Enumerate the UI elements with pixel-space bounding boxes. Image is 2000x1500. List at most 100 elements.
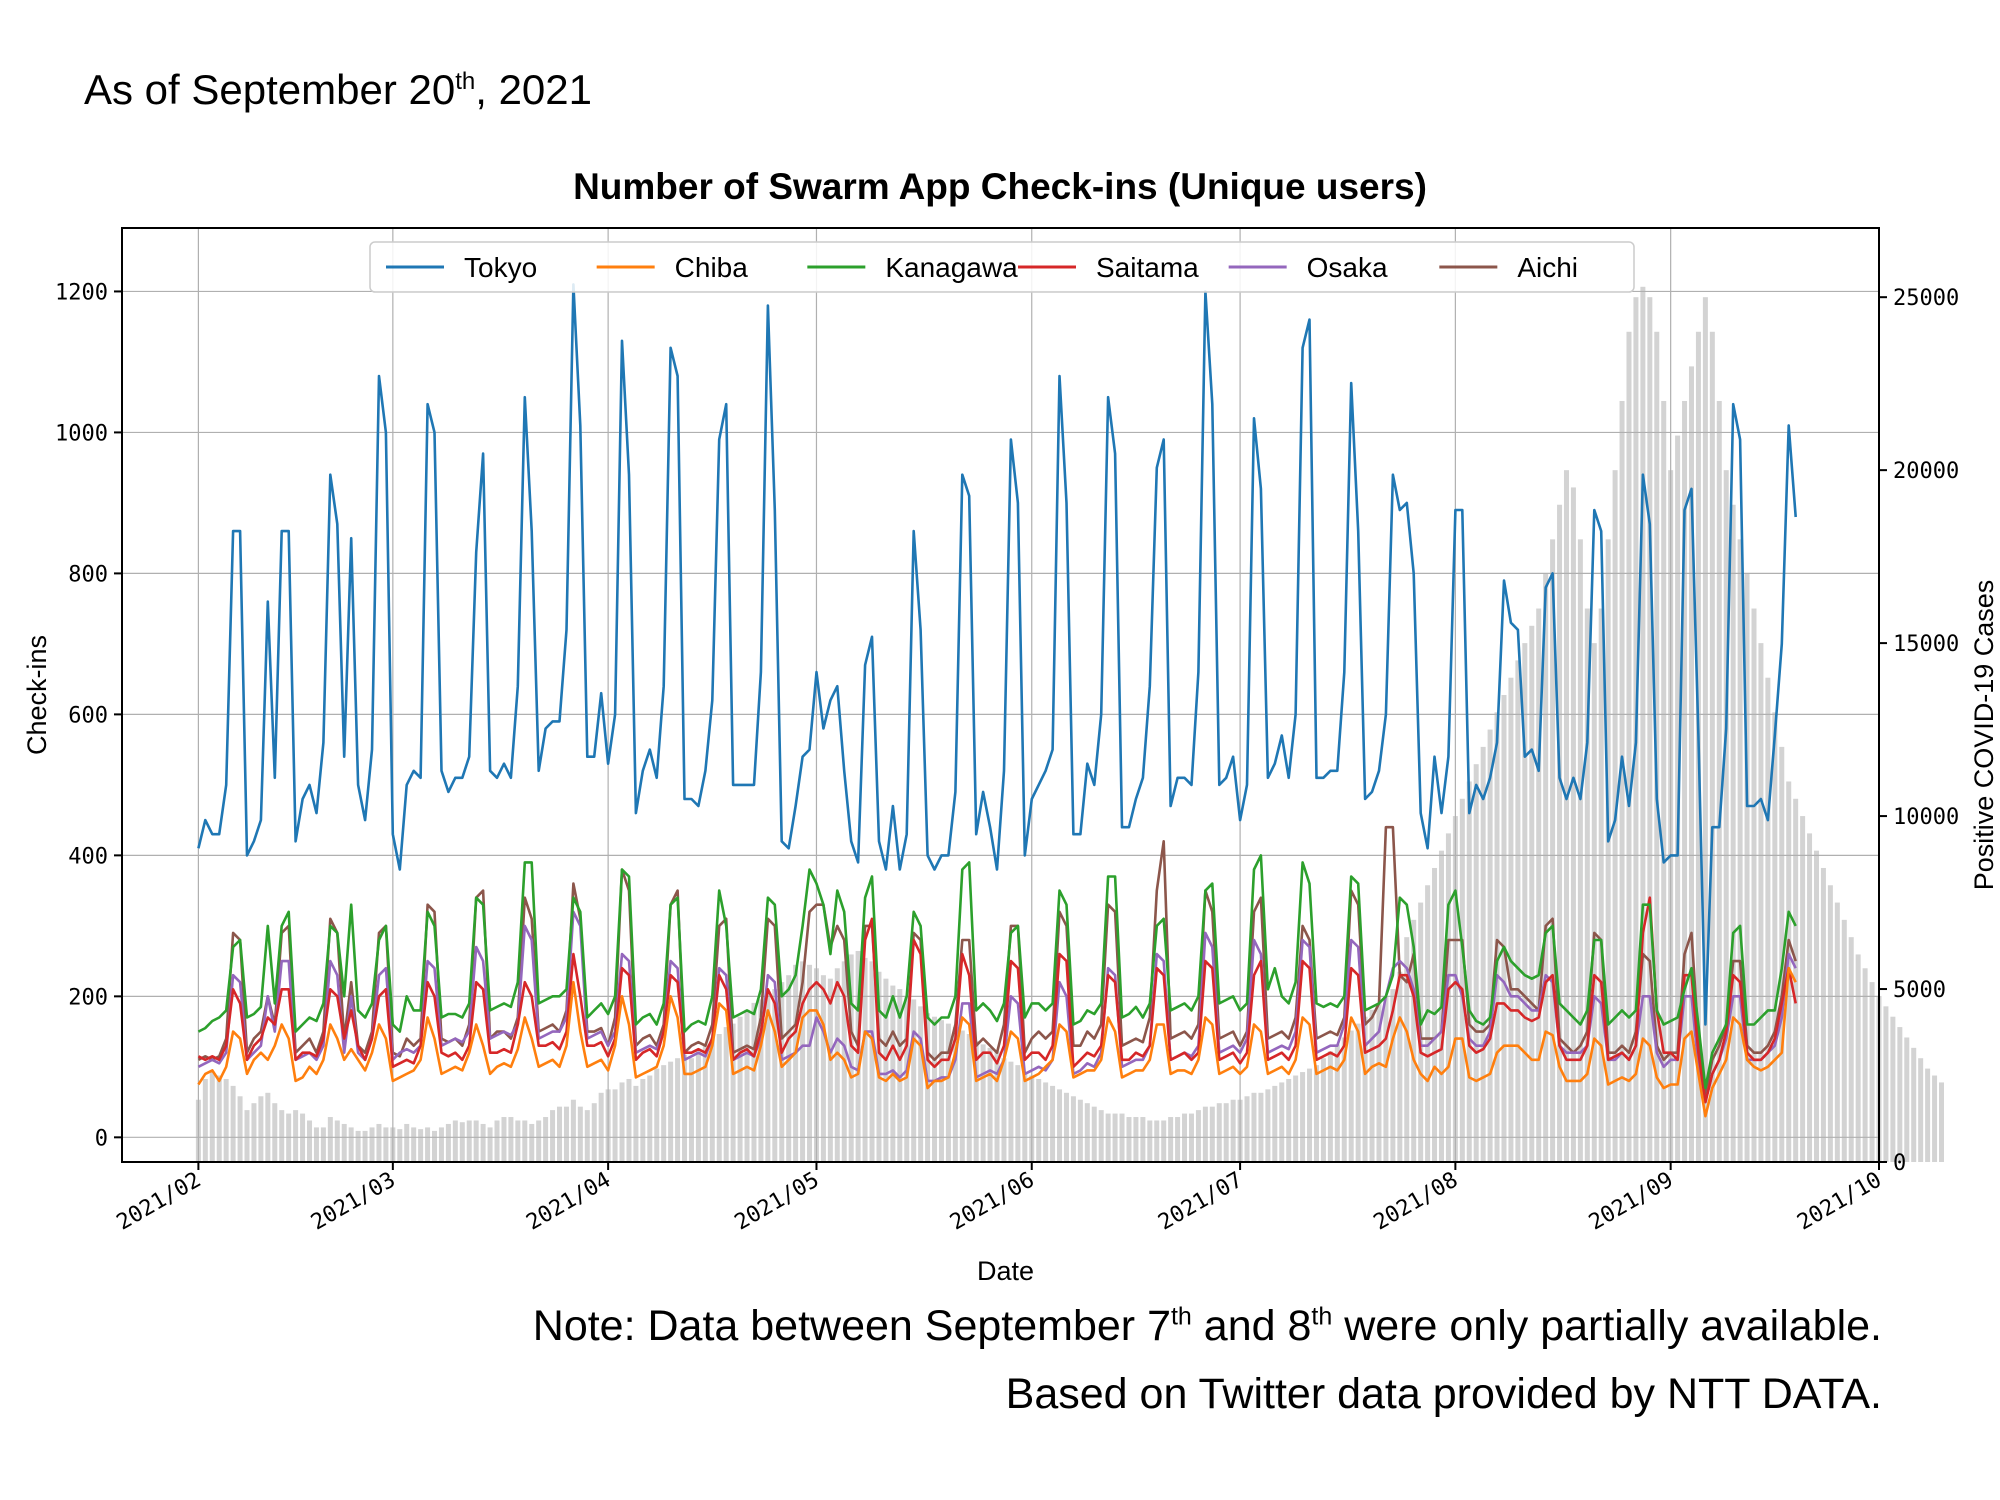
y-tick-label: 0 [95,1126,108,1151]
cases-bar [1397,971,1403,1162]
cases-bar [855,950,861,1162]
cases-bar [786,975,792,1162]
cases-bar [202,1078,208,1162]
cases-bar [494,1120,500,1162]
y2-tick-label: 15000 [1893,632,1959,657]
cases-bar [452,1120,458,1162]
cases-bar [897,989,903,1162]
cases-bar [1411,919,1417,1162]
cases-bar [1258,1092,1264,1162]
cases-bar [307,1120,313,1162]
cases-bar [1286,1078,1292,1162]
cases-bar [730,1023,736,1162]
cases-bar [1536,608,1542,1162]
cases-bar [1487,729,1493,1162]
cases-bar [1307,1068,1313,1162]
cases-bar [626,1078,632,1162]
series-line-saitama [197,896,1797,1104]
cases-bar [702,1044,708,1162]
y2-tick-label: 20000 [1893,459,1959,484]
cases-bar [668,1061,674,1162]
cases-bar [1709,331,1715,1162]
cases-bar [404,1123,410,1162]
cases-bar [1848,937,1854,1162]
partial-data-note: Note: Data between September 7th and 8th… [532,1302,1882,1350]
cases-bar [938,1020,944,1162]
cases-bar [765,992,771,1162]
cases-bar [334,1120,340,1162]
cases-bar [1522,643,1528,1162]
legend-label-kanagawa: Kanagawa [885,252,1018,283]
cases-bar [1223,1103,1229,1162]
series-line-osaka [197,910,1797,1104]
cases-bar [1209,1106,1215,1162]
cases-bar [480,1123,486,1162]
y2-tick-label: 5000 [1893,978,1946,1003]
cases-bar [1473,764,1479,1162]
cases-bar [1015,1065,1021,1162]
y-axis-label: Check-ins [22,635,52,755]
cases-bar [1744,573,1750,1162]
cases-bar [341,1123,347,1162]
cases-bar [1341,1037,1347,1162]
cases-bar [1293,1075,1299,1162]
cases-bar [584,1110,590,1162]
cases-bar [661,1065,667,1162]
cases-bar [1626,331,1632,1162]
cases-bar [1022,1072,1028,1162]
cases-bar [293,1110,299,1162]
cases-bar [1543,573,1549,1162]
cases-bar [1911,1047,1917,1162]
cases-bar [1070,1096,1076,1162]
cases-bar [1751,608,1757,1162]
cases-bar [1355,1023,1361,1162]
series-line-chiba [197,966,1797,1118]
cases-bar [1383,995,1389,1162]
cases-bar [1008,1061,1014,1162]
cases-bar [522,1120,528,1162]
cases-bar [695,1051,701,1162]
cases-bar [751,1002,757,1162]
cases-bar [1300,1072,1306,1162]
cases-bar [1161,1120,1167,1162]
cases-bar [570,1099,576,1162]
cases-bar [709,1037,715,1162]
cases-bar [1036,1078,1042,1162]
cases-bar [1800,816,1806,1162]
cases-bar [1251,1092,1257,1162]
cases-bar [612,1089,618,1162]
cases-bar [772,989,778,1162]
cases-bar [682,1054,688,1162]
cases-bar [1126,1117,1132,1162]
cases-bar [1313,1065,1319,1162]
cases-bar [501,1117,507,1162]
chart-title: Number of Swarm App Check-ins (Unique us… [573,166,1427,207]
cases-bar [251,1103,257,1162]
y2-axis-label: Positive COVID-19 Cases [1969,580,1999,891]
x-tick-label: 2021/09 [1585,1168,1678,1236]
cases-bar [1175,1117,1181,1162]
cases-bar [945,1023,951,1162]
cases-bar [598,1092,604,1162]
cases-bar [1550,539,1556,1162]
cases-bar [640,1078,646,1162]
cases-bar [1862,968,1868,1162]
plot-frame [121,227,1880,1163]
cases-bar [647,1075,653,1162]
cases-bar [1091,1106,1097,1162]
y2-tick-label: 25000 [1893,286,1959,311]
y2-tick-label: 10000 [1893,805,1959,830]
cases-bar [1529,625,1535,1162]
cases-bar [508,1117,514,1162]
cases-bar [1577,539,1583,1162]
series-line-tokyo [197,283,1797,1026]
cases-bar [1084,1103,1090,1162]
y-tick-label: 600 [68,703,108,728]
y-tick-label: 400 [68,844,108,869]
cases-bar [1279,1082,1285,1162]
cases-bar [723,1027,729,1162]
cases-bar [418,1129,424,1162]
cases-bar [1904,1037,1910,1162]
cases-bar [223,1078,229,1162]
